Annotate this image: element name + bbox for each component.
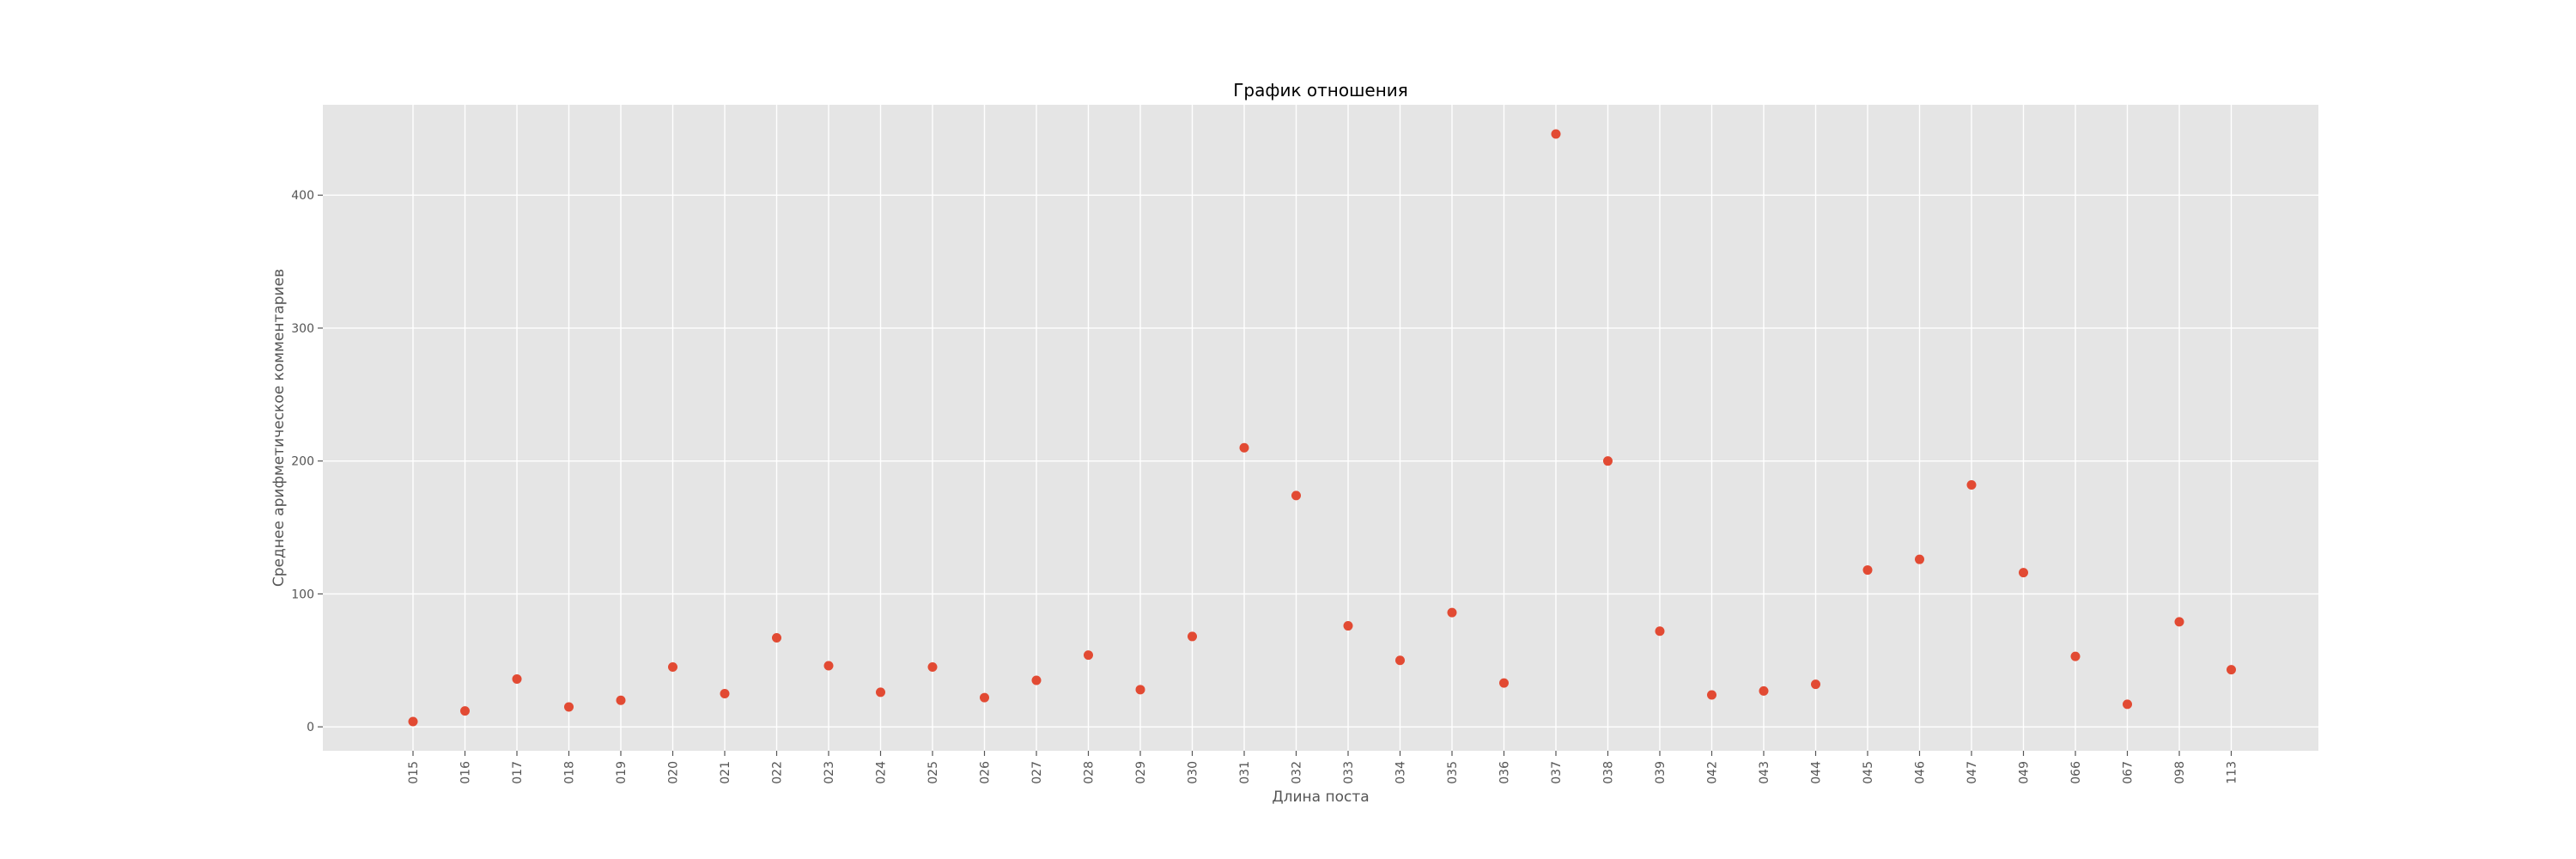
data-point xyxy=(927,662,938,673)
x-tick-label: 039 xyxy=(1654,761,1668,784)
data-point xyxy=(1188,631,1197,642)
x-tick-label: 049 xyxy=(2018,761,2032,784)
data-point xyxy=(1759,685,1769,696)
x-tick-label: 034 xyxy=(1394,761,1408,784)
data-point xyxy=(616,695,626,705)
data-point xyxy=(2019,568,2028,578)
data-point xyxy=(1499,678,1509,688)
data-point xyxy=(720,688,730,698)
x-tick-label: 113 xyxy=(2226,761,2239,784)
data-point xyxy=(564,702,574,712)
data-point xyxy=(408,716,418,727)
x-axis-label: Длина поста xyxy=(1272,789,1369,806)
x-tick-label: 018 xyxy=(563,761,577,784)
axis-ticks: 015 016 017 018 019 020 021 022 023 024 025 026 027 0… xyxy=(291,189,2239,784)
x-tick-label: 046 xyxy=(1914,761,1928,784)
data-point xyxy=(823,661,834,671)
data-point xyxy=(1707,690,1716,700)
x-tick-label: 032 xyxy=(1291,761,1304,784)
y-tick-label: 0 xyxy=(307,721,314,734)
x-tick-label: 025 xyxy=(927,761,940,784)
x-tick-label: 037 xyxy=(1550,761,1564,784)
y-tick-label: 200 xyxy=(291,455,314,469)
x-tick-label: 031 xyxy=(1238,761,1252,784)
chart-title: График отношения xyxy=(1233,80,1408,101)
x-tick-label: 021 xyxy=(719,761,732,784)
data-point xyxy=(512,673,522,684)
x-tick-label: 043 xyxy=(1758,761,1771,784)
y-tick-label: 400 xyxy=(291,189,314,203)
data-point xyxy=(1031,675,1042,685)
x-tick-label: 017 xyxy=(511,761,525,784)
data-point xyxy=(1135,685,1145,695)
x-tick-label: 045 xyxy=(1862,761,1875,784)
x-tick-label: 033 xyxy=(1342,761,1356,784)
x-tick-label: 035 xyxy=(1446,761,1460,784)
x-tick-label: 019 xyxy=(615,761,629,784)
x-tick-label: 098 xyxy=(2173,761,2187,784)
x-tick-label: 022 xyxy=(771,761,785,784)
data-point xyxy=(1915,554,1924,564)
y-tick-label: 300 xyxy=(291,322,314,336)
x-tick-label: 024 xyxy=(875,761,889,784)
data-point xyxy=(1551,129,1561,139)
data-point xyxy=(1239,442,1249,453)
x-tick-label: 023 xyxy=(823,761,836,784)
y-tick-label: 100 xyxy=(291,588,314,601)
data-point xyxy=(2123,699,2132,710)
data-point xyxy=(1655,626,1665,637)
data-point xyxy=(2174,617,2184,627)
data-point xyxy=(1811,679,1820,690)
x-tick-label: 028 xyxy=(1083,761,1097,784)
data-point xyxy=(1966,480,1977,490)
x-tick-label: 047 xyxy=(1965,761,1979,784)
data-point xyxy=(668,662,677,673)
data-point xyxy=(2227,665,2236,675)
x-tick-label: 044 xyxy=(1810,761,1824,784)
x-tick-label: 036 xyxy=(1498,761,1512,784)
x-tick-label: 067 xyxy=(2122,761,2136,784)
data-point xyxy=(460,706,470,716)
x-tick-label: 020 xyxy=(667,761,681,784)
data-points xyxy=(408,129,2236,727)
grid-lines xyxy=(323,105,2318,751)
data-point xyxy=(876,687,885,698)
x-tick-label: 066 xyxy=(2069,761,2083,784)
data-point xyxy=(1343,621,1353,631)
x-tick-label: 027 xyxy=(1030,761,1044,784)
x-tick-label: 029 xyxy=(1134,761,1148,784)
x-tick-label: 030 xyxy=(1187,761,1200,784)
x-tick-label: 038 xyxy=(1602,761,1616,784)
data-point xyxy=(1862,565,1873,576)
y-axis-label: Среднее арифметическое комментариев xyxy=(270,269,288,587)
data-point xyxy=(1395,655,1405,666)
data-point xyxy=(1291,490,1301,501)
data-point xyxy=(1084,650,1093,661)
x-tick-label: 015 xyxy=(407,761,421,784)
data-point xyxy=(1603,456,1613,466)
x-tick-label: 026 xyxy=(979,761,993,784)
data-point xyxy=(1447,607,1457,618)
data-point xyxy=(2070,651,2081,661)
x-tick-label: 016 xyxy=(459,761,473,784)
data-point xyxy=(980,692,989,703)
x-tick-label: 042 xyxy=(1706,761,1720,784)
data-point xyxy=(772,632,781,643)
plot-area xyxy=(323,105,2318,751)
